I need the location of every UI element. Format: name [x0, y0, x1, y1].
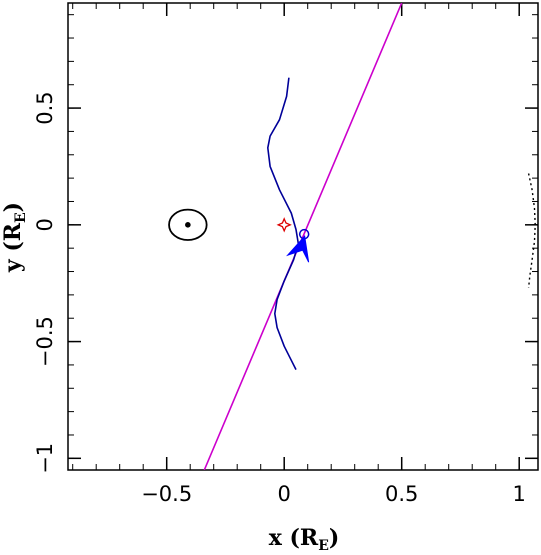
y-axis-label-sub: E [13, 212, 29, 223]
y-axis-label-close: ) [0, 202, 26, 212]
x-axis-label-close: ) [329, 525, 339, 551]
y-axis-label-main: y (R [0, 222, 26, 273]
x-tick-label: 0 [278, 482, 291, 506]
earth-center-marker [185, 222, 191, 228]
series-layer [203, 3, 536, 470]
plot-frame [67, 2, 539, 471]
tick-labels: −0.5 0 0.5 1 0.5 0 −0.5 −1 [33, 91, 526, 506]
x-axis-label: x (RE) [269, 525, 340, 554]
earth-ring-marker [168, 208, 208, 241]
y-tick-label: 0.5 [33, 91, 57, 124]
major-ticks [68, 3, 538, 470]
x-axis-label-main: x (R [269, 525, 319, 551]
star-marker [276, 217, 292, 233]
dotted-curve [527, 173, 536, 288]
x-tick-label: −0.5 [141, 482, 192, 506]
x-tick-label: 0.5 [385, 482, 418, 506]
y-axis-label: y (RE) [0, 202, 29, 273]
arrowhead-marker [286, 235, 310, 263]
y-tick-label: 0 [33, 218, 57, 231]
x-tick-label: 1 [513, 482, 526, 506]
y-tick-label: −1 [33, 443, 57, 474]
series-line-1 [266, 77, 300, 370]
series-line-0 [203, 3, 403, 470]
y-tick-label: −0.5 [33, 316, 57, 367]
marker-layer [168, 208, 310, 263]
x-axis-label-sub: E [318, 538, 329, 554]
